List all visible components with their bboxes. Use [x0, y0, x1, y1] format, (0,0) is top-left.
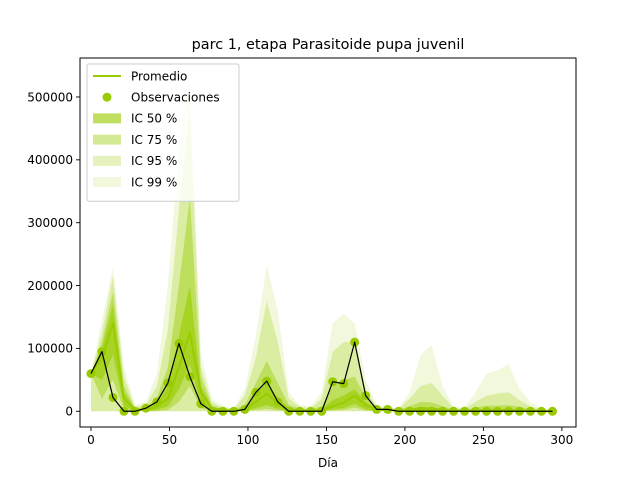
legend-label: IC 50 % [131, 112, 177, 126]
observation-line [90, 341, 553, 412]
x-tick-label: 0 [87, 433, 95, 447]
y-tick-label: 400000 [27, 153, 73, 167]
legend-marker-swatch [102, 92, 112, 102]
confidence-band-1 [90, 109, 553, 412]
chart-title: parc 1, etapa Parasitoide pupa juvenil [192, 37, 465, 53]
y-tick-label: 100000 [27, 342, 73, 356]
legend-band-swatch [93, 155, 121, 166]
y-tick-label: 0 [65, 405, 73, 419]
x-tick-label: 200 [393, 433, 416, 447]
x-axis-label: Día [318, 456, 338, 470]
plot-area [86, 78, 557, 416]
x-tick-label: 300 [550, 433, 573, 447]
x-tick-label: 150 [315, 433, 338, 447]
legend-label: Promedio [131, 69, 187, 83]
plot-content [86, 78, 557, 416]
confidence-band-0 [90, 78, 553, 412]
x-axis: 0 50 100 150 200 250 300 [87, 427, 573, 447]
confidence-band-2 [90, 197, 553, 412]
legend-label: Observaciones [131, 91, 220, 105]
y-axis: 0 100000 200000 300000 400000 500000 [27, 90, 80, 419]
x-tick-label: 50 [162, 433, 177, 447]
legend-label: IC 95 % [131, 154, 177, 168]
legend-band-swatch [93, 134, 121, 145]
y-tick-label: 300000 [27, 216, 73, 230]
confidence-band-3 [90, 285, 553, 412]
legend-label: IC 75 % [131, 133, 177, 147]
y-tick-label: 500000 [27, 90, 73, 104]
legend: Promedio Observaciones IC 50 % IC 75 % IC 95… [86, 63, 240, 202]
legend-box [86, 63, 240, 202]
plot-frame [79, 57, 577, 428]
x-tick-label: 250 [472, 433, 495, 447]
y-tick-label: 200000 [27, 279, 73, 293]
legend-band-swatch [93, 113, 121, 124]
x-tick-label: 100 [236, 433, 259, 447]
legend-label: IC 99 % [131, 175, 177, 189]
legend-band-swatch [93, 177, 121, 187]
